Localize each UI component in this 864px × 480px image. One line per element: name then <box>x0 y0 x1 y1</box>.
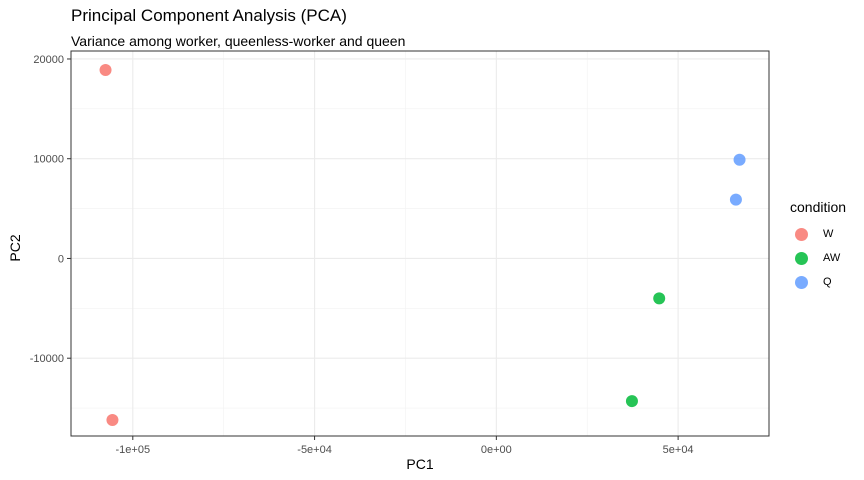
legend: condition W AW Q <box>790 199 846 294</box>
x-tick-label: 0e+00 <box>481 444 512 456</box>
chart-subtitle: Variance among worker, queenless-worker … <box>71 33 406 49</box>
x-tick-label: -5e+04 <box>297 444 332 456</box>
legend-label-w: W <box>823 228 834 240</box>
chart-title: Principal Component Analysis (PCA) <box>71 6 347 25</box>
x-axis-label: PC1 <box>406 456 433 472</box>
data-point-q <box>729 193 742 206</box>
y-tick-label: -10000 <box>30 353 64 365</box>
data-points <box>99 63 746 427</box>
legend-item-q: Q <box>790 270 846 294</box>
legend-title: condition <box>790 199 847 215</box>
legend-key-q <box>795 275 808 289</box>
data-point-aw <box>625 395 638 408</box>
legend-key-w <box>795 227 808 241</box>
legend-item-w: W <box>790 222 846 246</box>
y-tick-label: 0 <box>58 253 64 265</box>
panel-border <box>70 50 770 437</box>
data-point-w <box>99 63 112 76</box>
legend-item-aw: AW <box>790 246 846 270</box>
minor-grid <box>71 51 770 436</box>
y-tick-label: 20000 <box>33 54 64 66</box>
y-axis-label: PC2 <box>7 234 23 261</box>
legend-label-q: Q <box>823 276 832 288</box>
y-tick-label: 10000 <box>33 154 64 166</box>
legend-label-aw: AW <box>823 252 841 264</box>
data-point-q <box>733 153 746 166</box>
legend-key-aw <box>795 251 808 265</box>
data-point-w <box>106 414 119 427</box>
data-point-aw <box>653 292 666 305</box>
major-grid <box>71 51 769 436</box>
x-tick-label: -1e+05 <box>116 444 151 456</box>
x-tick-label: 5e+04 <box>663 444 694 456</box>
axis-ticks: -1e+05 -5e+04 0e+00 5e+04 -10000 0 10000 20000 <box>30 54 694 456</box>
